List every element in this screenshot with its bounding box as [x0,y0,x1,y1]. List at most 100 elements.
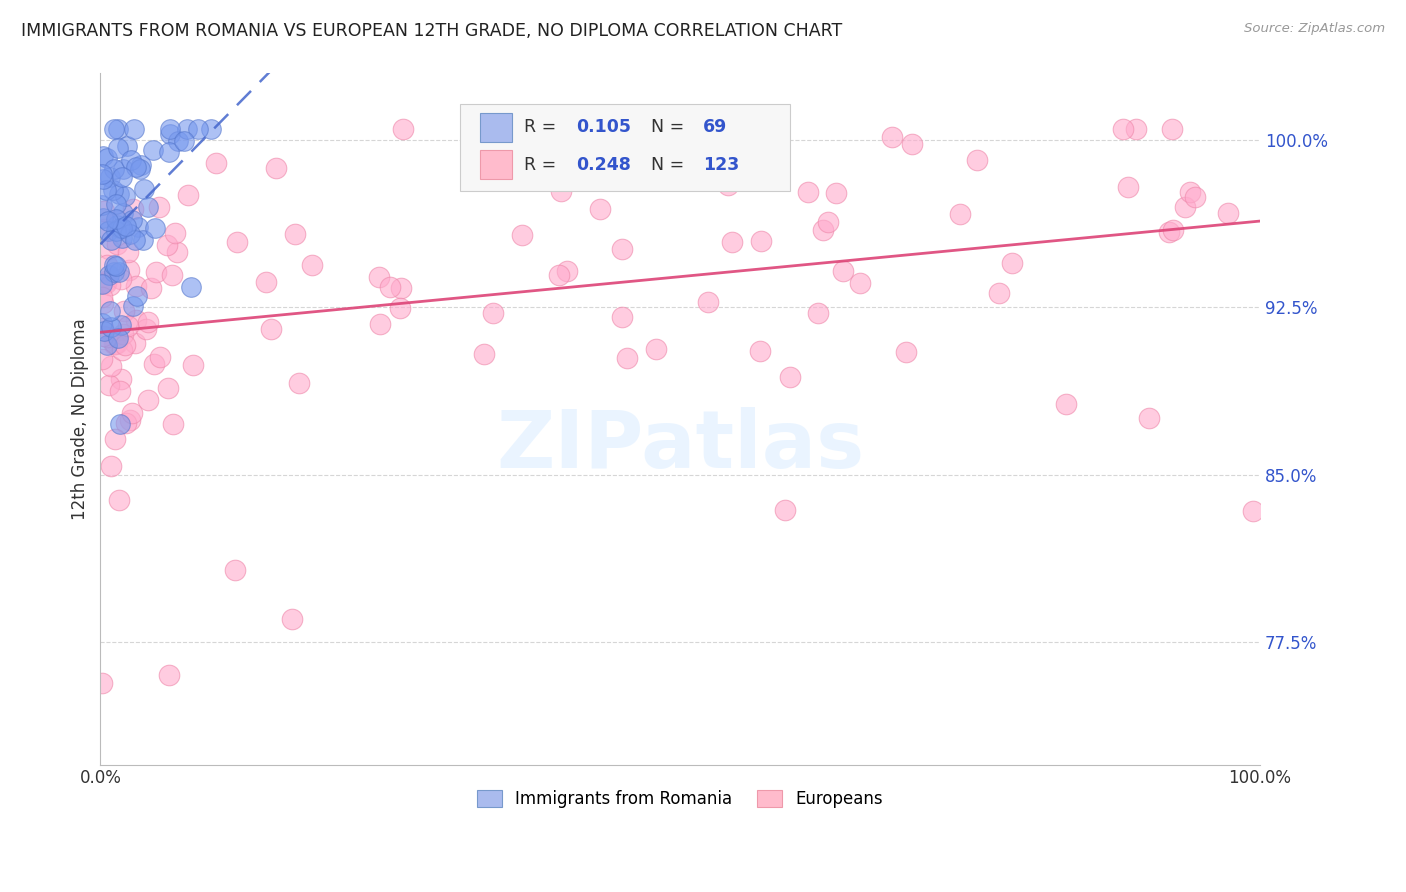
Point [114,189,136,203]
Text: R =: R = [523,155,561,174]
Point [96,151,118,165]
Text: ZIPatlas: ZIPatlas [496,408,865,485]
Point [301,259,323,273]
Point [111,230,134,244]
Point [127,219,149,234]
Point [654,153,676,167]
Point [93,222,115,236]
Point [183,359,205,373]
Point [186,121,208,136]
Point [104,332,127,346]
Point [111,170,134,185]
Point [260,322,283,336]
Point [142,143,165,157]
Point [807,306,830,320]
Point [1216,206,1239,220]
Point [125,279,148,293]
Point [118,263,141,277]
Point [145,265,167,279]
Point [98,304,121,318]
Point [156,238,179,252]
Point [96,338,118,352]
Point [125,313,148,327]
Text: N =: N = [651,155,690,174]
Point [107,122,129,136]
Point [90,197,112,211]
Point [949,207,972,221]
Point [114,338,136,352]
Point [1112,121,1135,136]
Point [124,233,146,247]
Point [716,156,738,170]
Point [645,342,668,356]
Point [284,227,307,242]
Point [177,188,200,202]
Point [288,376,311,391]
Point [115,219,138,233]
Point [120,153,142,167]
Point [1241,504,1264,518]
Point [136,315,159,329]
Point [91,276,114,290]
Point [100,320,122,334]
Point [105,197,128,211]
Point [91,328,114,343]
Text: Source: ZipAtlas.com: Source: ZipAtlas.com [1244,22,1385,36]
Point [90,352,112,367]
Point [128,162,150,177]
Point [108,492,131,507]
Point [121,406,143,420]
Point [162,417,184,432]
Point [124,336,146,351]
Point [389,280,412,294]
Point [148,200,170,214]
Point [1125,121,1147,136]
Point [224,562,246,576]
Point [104,212,127,227]
FancyBboxPatch shape [460,104,790,191]
Point [176,121,198,136]
Point [103,161,125,176]
Point [103,121,125,136]
Point [115,139,138,153]
Point [482,306,505,320]
Point [1159,225,1181,239]
Point [90,277,112,292]
Point [696,294,718,309]
Point [118,227,141,241]
Point [159,121,181,136]
Point [112,327,135,342]
Point [1174,200,1197,214]
Point [90,167,112,181]
Point [832,263,855,277]
Point [281,612,304,626]
Point [108,220,131,235]
Point [166,245,188,260]
Point [107,141,129,155]
Text: 69: 69 [703,119,727,136]
Point [901,136,924,151]
Point [111,343,134,357]
Point [547,268,569,282]
Point [142,357,165,371]
Point [1184,190,1206,204]
Point [1116,180,1139,194]
Point [90,290,112,304]
Point [811,223,834,237]
Point [121,213,143,227]
Text: 0.248: 0.248 [575,155,631,174]
Point [143,221,166,235]
Point [110,372,132,386]
Point [880,129,903,144]
Point [616,351,638,365]
Point [987,286,1010,301]
Point [368,318,391,332]
Point [157,145,180,159]
Point [100,458,122,473]
Point [825,186,848,201]
Point [1054,397,1077,411]
Point [122,121,145,136]
Point [894,344,917,359]
Point [103,336,125,351]
Point [797,186,820,200]
